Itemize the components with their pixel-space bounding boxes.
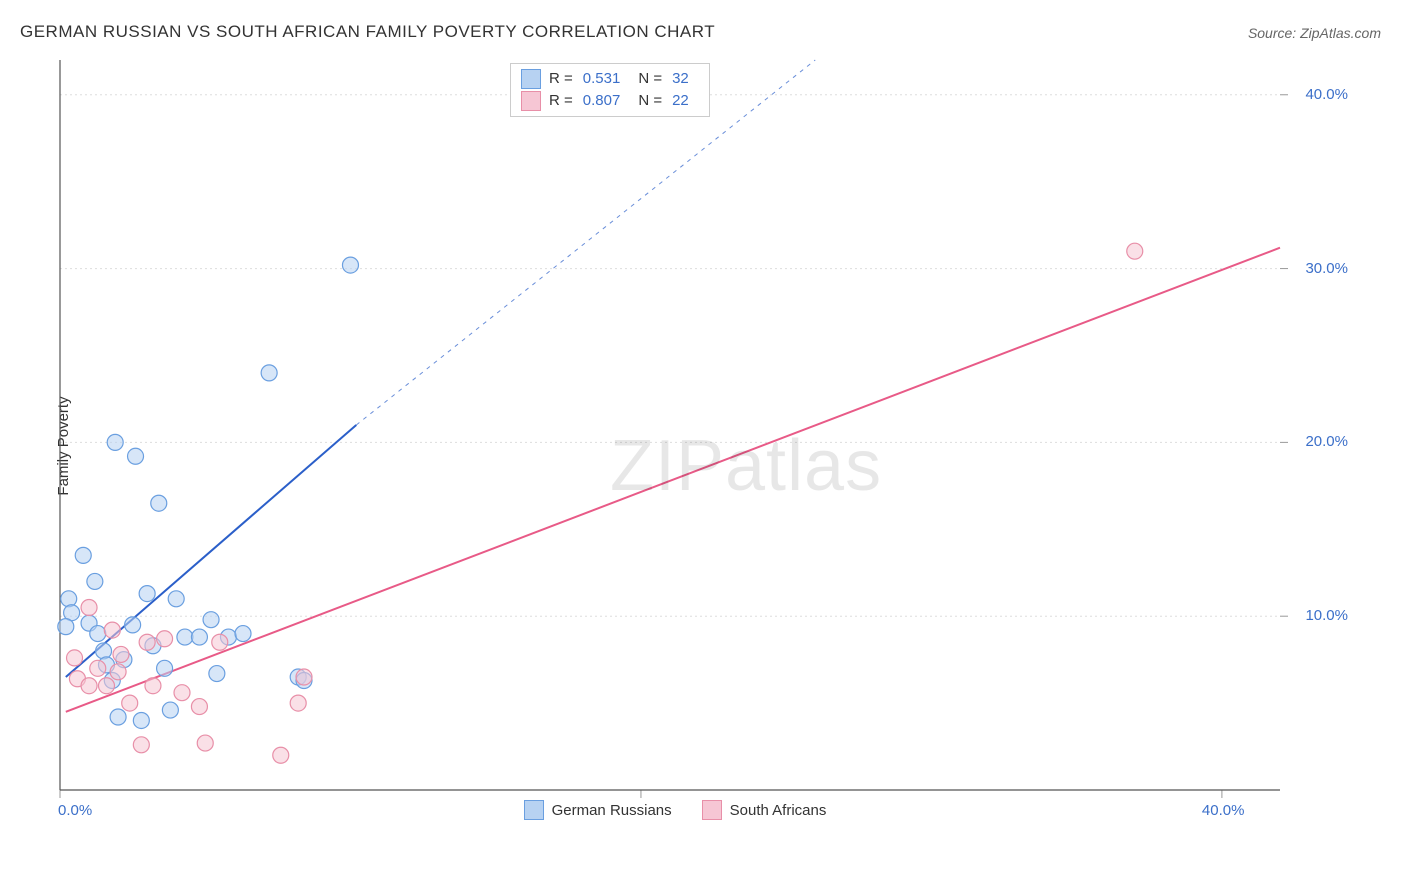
r-value: 0.531	[583, 68, 621, 90]
chart-title: GERMAN RUSSIAN VS SOUTH AFRICAN FAMILY P…	[20, 22, 715, 42]
legend-row: R = 0.807 N = 22	[521, 90, 699, 112]
scatter-plot	[50, 55, 1350, 835]
y-tick-label: 40.0%	[1305, 86, 1348, 103]
legend-swatch-icon	[702, 800, 722, 820]
legend-item: German Russians	[524, 800, 672, 820]
correlation-legend: R = 0.531 N = 32 R = 0.807 N = 22	[510, 63, 710, 117]
plot-container: R = 0.531 N = 32 R = 0.807 N = 22 ZIPatl…	[50, 55, 1350, 835]
series-legend: German Russians South Africans	[524, 800, 827, 820]
legend-label: German Russians	[552, 802, 672, 819]
source-label: Source: ZipAtlas.com	[1248, 25, 1381, 41]
r-label: R =	[549, 90, 573, 112]
legend-swatch-icon	[521, 91, 541, 111]
legend-label: South Africans	[730, 802, 827, 819]
x-tick-label: 40.0%	[1202, 802, 1245, 819]
n-value: 22	[672, 90, 689, 112]
n-value: 32	[672, 68, 689, 90]
legend-item: South Africans	[702, 800, 827, 820]
legend-swatch-icon	[521, 69, 541, 89]
r-value: 0.807	[583, 90, 621, 112]
x-tick-label: 0.0%	[58, 802, 92, 819]
n-label: N =	[638, 90, 662, 112]
y-tick-label: 10.0%	[1305, 607, 1348, 624]
y-tick-label: 20.0%	[1305, 433, 1348, 450]
legend-row: R = 0.531 N = 32	[521, 68, 699, 90]
y-tick-label: 30.0%	[1305, 260, 1348, 277]
n-label: N =	[638, 68, 662, 90]
r-label: R =	[549, 68, 573, 90]
legend-swatch-icon	[524, 800, 544, 820]
